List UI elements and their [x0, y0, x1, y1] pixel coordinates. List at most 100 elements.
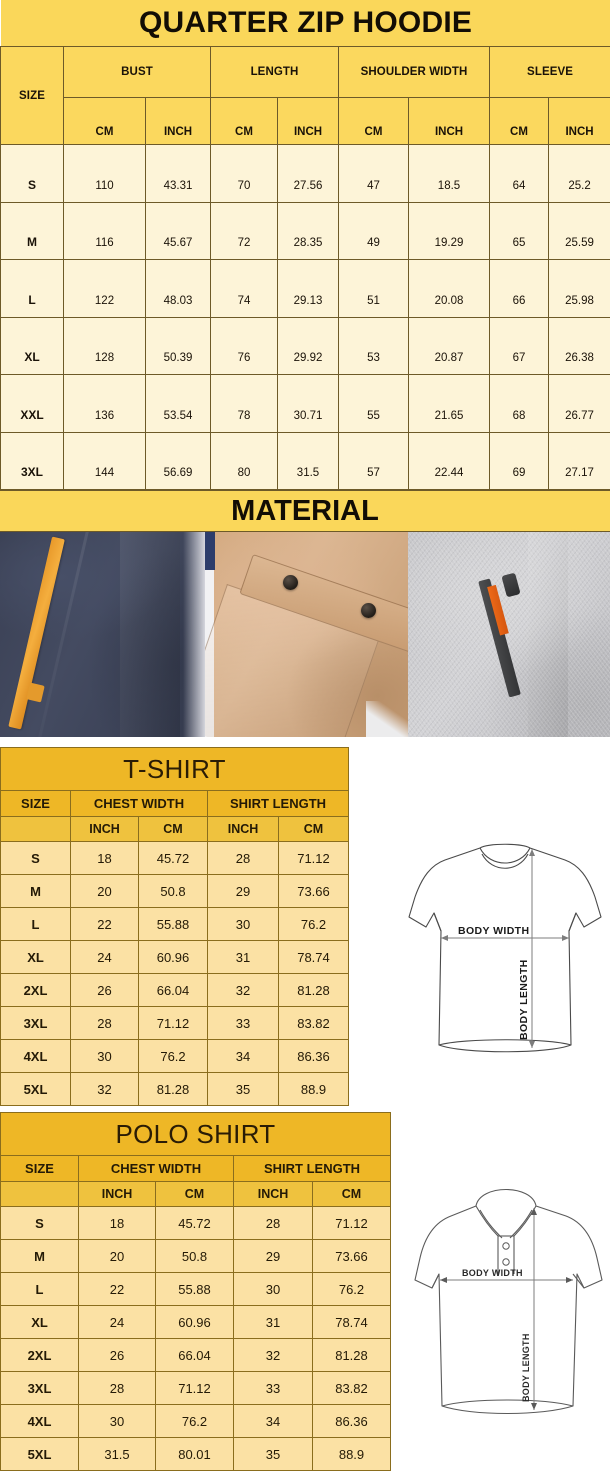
- polo-measurement-diagram: BODY WIDTH BODY LENGTH: [414, 1174, 604, 1432]
- tshirt-section: T-SHIRT SIZE CHEST WIDTH SHIRT LENGTH IN…: [0, 747, 610, 1097]
- table-row: 3XL 28 71.12 33 83.82: [1, 1372, 391, 1405]
- hoodie-cell-shoulder-cm: 55: [339, 375, 409, 433]
- hoodie-unit-length-cm: CM: [211, 98, 278, 145]
- hoodie-cell-sleeve-inch: 26.38: [549, 317, 610, 375]
- polo-unit-chest-cm: CM: [156, 1182, 234, 1207]
- hoodie-cell-bust-inch: 43.31: [146, 145, 211, 203]
- tshirt-group-shirt-length: SHIRT LENGTH: [208, 791, 349, 817]
- polo-cell-chest-inch: 18: [79, 1207, 156, 1240]
- tshirt-cell-chest-cm: 66.04: [139, 974, 208, 1007]
- hoodie-unit-shoulder-inch: INCH: [409, 98, 490, 145]
- polo-size-header: SIZE: [1, 1156, 79, 1182]
- tshirt-cell-length-inch: 34: [208, 1040, 279, 1073]
- polo-cell-length-inch: 30: [234, 1273, 313, 1306]
- tshirt-cell-length-inch: 30: [208, 908, 279, 941]
- table-row: 2XL 26 66.04 32 81.28: [1, 974, 349, 1007]
- polo-cell-length-cm: 76.2: [313, 1273, 391, 1306]
- table-row: M 20 50.8 29 73.66: [1, 1240, 391, 1273]
- hoodie-group-length: LENGTH: [211, 47, 339, 98]
- hoodie-title: QUARTER ZIP HOODIE: [1, 0, 610, 47]
- polo-unit-header-row: INCH CM INCH CM: [1, 1182, 391, 1207]
- tshirt-cell-length-cm: 88.9: [279, 1073, 349, 1106]
- table-row: 2XL 26 66.04 32 81.28: [1, 1339, 391, 1372]
- hoodie-cell-bust-cm: 144: [64, 432, 146, 490]
- polo-cell-chest-cm: 45.72: [156, 1207, 234, 1240]
- polo-group-chest-width: CHEST WIDTH: [79, 1156, 234, 1182]
- polo-title: POLO SHIRT: [1, 1113, 391, 1156]
- material-title: MATERIAL: [0, 490, 610, 532]
- polo-row-size: S: [1, 1207, 79, 1240]
- hoodie-cell-length-cm: 80: [211, 432, 278, 490]
- tshirt-size-table: T-SHIRT SIZE CHEST WIDTH SHIRT LENGTH IN…: [0, 747, 349, 1106]
- polo-group-shirt-length: SHIRT LENGTH: [234, 1156, 391, 1182]
- tshirt-cell-length-inch: 28: [208, 842, 279, 875]
- tshirt-cell-length-inch: 32: [208, 974, 279, 1007]
- table-row: M 20 50.8 29 73.66: [1, 875, 349, 908]
- hoodie-cell-length-inch: 29.13: [278, 260, 339, 318]
- hoodie-cell-shoulder-cm: 51: [339, 260, 409, 318]
- polo-row-size: XL: [1, 1306, 79, 1339]
- tshirt-title: T-SHIRT: [1, 748, 349, 791]
- tshirt-cell-length-inch: 33: [208, 1007, 279, 1040]
- table-row: L 122 48.03 74 29.13 51 20.08 66 25.98: [1, 260, 610, 318]
- polo-cell-chest-cm: 80.01: [156, 1438, 234, 1471]
- polo-cell-chest-inch: 24: [79, 1306, 156, 1339]
- table-row: S 110 43.31 70 27.56 47 18.5 64 25.2: [1, 145, 610, 203]
- tshirt-row-size: 4XL: [1, 1040, 71, 1073]
- polo-cell-chest-inch: 28: [79, 1372, 156, 1405]
- hoodie-cell-length-inch: 27.56: [278, 145, 339, 203]
- hoodie-cell-length-cm: 76: [211, 317, 278, 375]
- tshirt-cell-chest-cm: 81.28: [139, 1073, 208, 1106]
- table-row: L 22 55.88 30 76.2: [1, 1273, 391, 1306]
- polo-unit-chest-inch: INCH: [79, 1182, 156, 1207]
- tshirt-cell-chest-inch: 28: [71, 1007, 139, 1040]
- polo-cell-length-cm: 88.9: [313, 1438, 391, 1471]
- hoodie-cell-sleeve-cm: 68: [490, 375, 549, 433]
- polo-row-size: 4XL: [1, 1405, 79, 1438]
- polo-unit-length-cm: CM: [313, 1182, 391, 1207]
- hoodie-cell-shoulder-inch: 21.65: [409, 375, 490, 433]
- hoodie-cell-shoulder-inch: 19.29: [409, 202, 490, 260]
- polo-cell-chest-cm: 60.96: [156, 1306, 234, 1339]
- polo-cell-length-cm: 81.28: [313, 1339, 391, 1372]
- polo-cell-chest-cm: 55.88: [156, 1273, 234, 1306]
- polo-row-size: M: [1, 1240, 79, 1273]
- table-row: 3XL 28 71.12 33 83.82: [1, 1007, 349, 1040]
- tshirt-cell-length-cm: 86.36: [279, 1040, 349, 1073]
- hoodie-cell-sleeve-inch: 25.98: [549, 260, 610, 318]
- tshirt-row-size: S: [1, 842, 71, 875]
- polo-cell-length-inch: 34: [234, 1405, 313, 1438]
- table-row: XL 24 60.96 31 78.74: [1, 941, 349, 974]
- polo-unit-blank: [1, 1182, 79, 1207]
- table-row: 5XL 31.5 80.01 35 88.9: [1, 1438, 391, 1471]
- tshirt-cell-length-cm: 71.12: [279, 842, 349, 875]
- hoodie-row-size: XXL: [1, 375, 64, 433]
- polo-cell-chest-cm: 76.2: [156, 1405, 234, 1438]
- material-photo-tan-snap-pocket: [205, 532, 408, 737]
- tshirt-cell-length-cm: 78.74: [279, 941, 349, 974]
- hoodie-cell-length-cm: 74: [211, 260, 278, 318]
- table-row: 5XL 32 81.28 35 88.9: [1, 1073, 349, 1106]
- polo-size-table: POLO SHIRT SIZE CHEST WIDTH SHIRT LENGTH…: [0, 1112, 391, 1471]
- hoodie-cell-bust-cm: 116: [64, 202, 146, 260]
- tshirt-unit-blank: [1, 817, 71, 842]
- hoodie-cell-length-inch: 30.71: [278, 375, 339, 433]
- tshirt-cell-chest-cm: 71.12: [139, 1007, 208, 1040]
- hoodie-cell-sleeve-cm: 65: [490, 202, 549, 260]
- hoodie-cell-shoulder-cm: 49: [339, 202, 409, 260]
- polo-section: POLO SHIRT SIZE CHEST WIDTH SHIRT LENGTH…: [0, 1112, 610, 1442]
- hoodie-unit-sleeve-inch: INCH: [549, 98, 610, 145]
- hoodie-unit-bust-inch: INCH: [146, 98, 211, 145]
- tshirt-unit-length-inch: INCH: [208, 817, 279, 842]
- table-row: S 18 45.72 28 71.12: [1, 842, 349, 875]
- hoodie-cell-bust-inch: 53.54: [146, 375, 211, 433]
- tshirt-cell-chest-cm: 55.88: [139, 908, 208, 941]
- polo-row-size: 3XL: [1, 1372, 79, 1405]
- tshirt-cell-chest-cm: 76.2: [139, 1040, 208, 1073]
- spacer: [0, 737, 610, 747]
- hoodie-cell-bust-cm: 136: [64, 375, 146, 433]
- table-row: L 22 55.88 30 76.2: [1, 908, 349, 941]
- tshirt-cell-chest-cm: 50.8: [139, 875, 208, 908]
- tshirt-cell-chest-inch: 20: [71, 875, 139, 908]
- hoodie-cell-sleeve-cm: 67: [490, 317, 549, 375]
